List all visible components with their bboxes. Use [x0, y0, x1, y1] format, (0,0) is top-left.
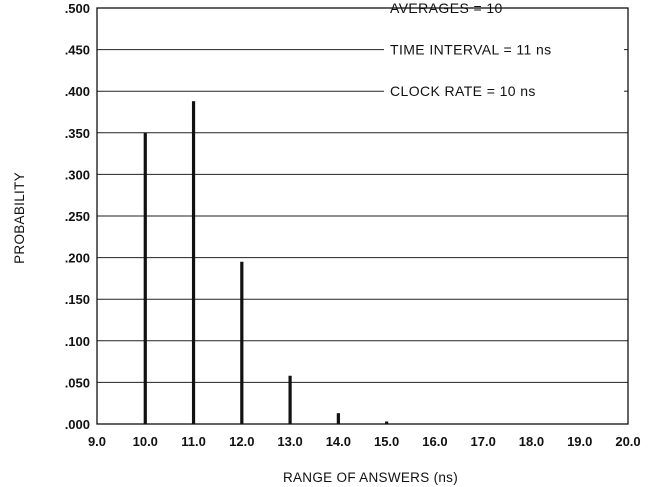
- x-tick-label: 16.0: [422, 434, 447, 449]
- y-axis-title: PROBABILITY: [12, 172, 27, 264]
- y-tick-label: .250: [65, 209, 90, 224]
- y-tick-label: .100: [65, 334, 90, 349]
- y-tick-label: .150: [65, 292, 90, 307]
- bar: [385, 421, 389, 424]
- x-tick-label: 12.0: [229, 434, 254, 449]
- x-tick-label: 14.0: [326, 434, 351, 449]
- x-tick-label: 18.0: [519, 434, 544, 449]
- x-tick-label: 10.0: [133, 434, 158, 449]
- x-tick-label: 9.0: [88, 434, 106, 449]
- bar: [240, 261, 244, 424]
- y-tick-label: .200: [65, 251, 90, 266]
- bars: [143, 101, 389, 425]
- bar: [336, 413, 340, 424]
- y-tick-label: .000: [65, 417, 90, 432]
- y-tick-label: .400: [65, 84, 90, 99]
- plot-frame: [96, 7, 629, 425]
- grid-lines: [97, 7, 628, 383]
- x-axis-title: RANGE OF ANSWERS (ns): [283, 470, 458, 485]
- bar: [143, 132, 147, 425]
- annotation-text: TIME INTERVAL = 11 ns: [390, 42, 552, 58]
- y-tick-label: .350: [65, 126, 90, 141]
- y-tick-label: .500: [65, 1, 90, 16]
- x-tick-label: 17.0: [471, 434, 496, 449]
- y-tick-labels: .000 .050 .100 .150 .200 .250 .300 .350 .400 .450…: [65, 1, 90, 432]
- x-tick-label: 13.0: [277, 434, 302, 449]
- x-tick-label: 15.0: [374, 434, 399, 449]
- annotations: AVERAGES = 10 TIME INTERVAL = 11 ns CLOCK …: [390, 0, 552, 99]
- x-tick-label: 19.0: [567, 434, 592, 449]
- x-tick-labels: 9.0 10.0 11.0 12.0 13.0 14.0 15.0 16.0 17.0 18.0 1…: [88, 434, 641, 449]
- x-tick-label: 20.0: [615, 434, 640, 449]
- y-tick-label: .300: [65, 167, 90, 182]
- x-tick-label: 11.0: [181, 434, 206, 449]
- y-tick-label: .050: [65, 375, 90, 390]
- y-tick-label: .450: [65, 43, 90, 58]
- annotation-text: CLOCK RATE = 10 ns: [390, 83, 536, 99]
- annotation-text: AVERAGES = 10: [390, 0, 503, 16]
- bar: [191, 101, 196, 425]
- bar: [288, 375, 292, 424]
